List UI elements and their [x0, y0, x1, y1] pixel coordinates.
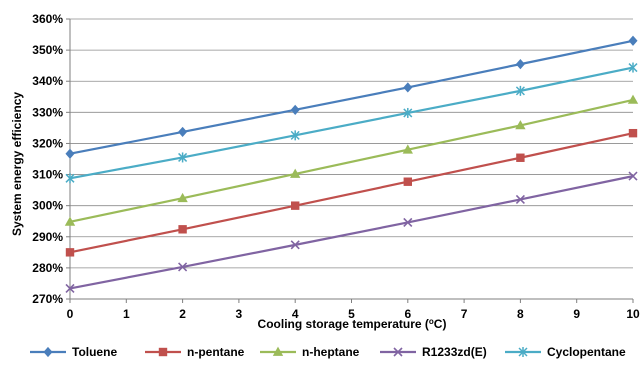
- data-point-n-pentane: [516, 153, 525, 162]
- legend-item-n-heptane: n-heptane: [260, 345, 360, 359]
- data-point-n-pentane: [290, 201, 300, 210]
- data-point-cyclopentane: [515, 85, 525, 96]
- legend-swatch-marker: [518, 347, 528, 357]
- x-tick-label: 1: [123, 307, 130, 321]
- x-tick-label: 0: [67, 307, 74, 321]
- y-tick-label: 280%: [32, 261, 63, 275]
- data-point-toluene: [403, 82, 413, 93]
- marker-stroke: [628, 171, 638, 181]
- series-toluene: [65, 35, 638, 159]
- marker-stroke: [178, 262, 188, 272]
- series-line-cyclopentane: [69, 66, 634, 180]
- axes: [66, 18, 634, 303]
- legend-item-toluene: Toluene: [30, 345, 117, 359]
- legend-label: Cyclopentane: [547, 345, 626, 359]
- series-line-n-heptane: [69, 98, 634, 223]
- y-tick-label: 330%: [32, 105, 63, 119]
- marker-stroke: [393, 347, 403, 357]
- x-tick-label: 6: [404, 307, 411, 321]
- legend-item-n-pentane: n-pentane: [145, 345, 245, 359]
- y-tick-label: 300%: [32, 199, 63, 213]
- marker-stroke: [65, 283, 75, 293]
- marker-stroke: [515, 194, 525, 205]
- series-cyclopentane: [65, 62, 638, 184]
- x-axis-title: Cooling storage temperature (oC): [258, 317, 447, 332]
- y-tick-label: 270%: [32, 292, 63, 306]
- y-tick-label: 310%: [32, 168, 63, 182]
- data-point-n-pentane: [65, 248, 75, 257]
- y-tick-label: 340%: [32, 74, 63, 88]
- data-point-r1233zd-e: [515, 194, 525, 205]
- data-point-toluene: [515, 59, 525, 70]
- series-r1233zd-e: [65, 171, 638, 293]
- legend-swatch-marker: [272, 346, 284, 356]
- x-tick-label: 7: [461, 307, 468, 321]
- y-tick-label: 290%: [32, 230, 63, 244]
- series-n-pentane: [65, 128, 638, 257]
- x-tick-label: 4: [292, 307, 299, 321]
- y-tick-label: 320%: [32, 136, 63, 150]
- data-point-toluene: [65, 148, 75, 159]
- y-axis-title: System energy efficiency: [10, 92, 24, 236]
- legend-swatch-marker: [158, 347, 168, 357]
- data-point-n-heptane: [177, 192, 188, 203]
- gridlines: [70, 18, 633, 269]
- x-tick-label: 10: [626, 307, 640, 321]
- tick-labels: 270% 280% 290% 300% 310% 320% 330% 340% 350% 360%…: [32, 12, 640, 321]
- legend-item-r1233zd-e: R1233zd(E): [380, 345, 487, 359]
- data-point-n-pentane: [178, 225, 187, 234]
- data-point-n-heptane: [64, 216, 76, 226]
- data-point-n-heptane: [627, 94, 639, 104]
- data-point-cyclopentane: [403, 107, 413, 118]
- x-tick-label: 2: [179, 307, 186, 321]
- x-tick-label: 9: [573, 307, 580, 321]
- data-point-cyclopentane: [178, 152, 188, 163]
- x-tick-label: 3: [236, 307, 243, 321]
- data-point-toluene: [178, 126, 188, 138]
- data-point-r1233zd-e: [65, 283, 75, 293]
- legend-swatch-marker: [393, 347, 403, 357]
- series-group: [64, 35, 639, 293]
- legend-swatch-marker: [43, 346, 53, 358]
- x-tick-label: 5: [348, 307, 355, 321]
- data-point-cyclopentane: [628, 62, 638, 73]
- legend-label: Toluene: [72, 345, 117, 359]
- marker-stroke: [290, 240, 300, 250]
- data-point-r1233zd-e: [290, 240, 300, 250]
- data-point-r1233zd-e: [403, 217, 413, 228]
- data-point-n-pentane: [628, 128, 638, 138]
- series-n-heptane: [64, 94, 639, 226]
- data-point-n-pentane: [403, 177, 412, 186]
- data-point-toluene: [628, 35, 638, 46]
- series-line-toluene: [69, 39, 634, 155]
- data-point-n-heptane: [515, 120, 526, 130]
- y-tick-label: 360%: [32, 12, 63, 26]
- data-point-r1233zd-e: [178, 262, 188, 272]
- data-point-cyclopentane: [65, 173, 75, 184]
- marker-stroke: [403, 217, 413, 228]
- x-tick-label: 8: [517, 307, 524, 321]
- y-tick-label: 350%: [32, 43, 63, 57]
- data-point-n-heptane: [402, 144, 413, 154]
- data-point-toluene: [290, 104, 300, 115]
- data-point-cyclopentane: [290, 130, 300, 141]
- legend-label: R1233zd(E): [422, 345, 487, 359]
- legend: Toluene n-pentane n-heptane R1233zd(E) Cyclo…: [30, 345, 626, 359]
- series-line-r1233zd-e: [69, 175, 634, 290]
- legend-label: n-heptane: [302, 345, 360, 359]
- data-point-r1233zd-e: [628, 171, 638, 181]
- series-line-n-pentane: [69, 132, 634, 254]
- data-point-n-heptane: [290, 168, 301, 178]
- legend-item-cyclopentane: Cyclopentane: [505, 345, 626, 359]
- legend-label: n-pentane: [187, 345, 245, 359]
